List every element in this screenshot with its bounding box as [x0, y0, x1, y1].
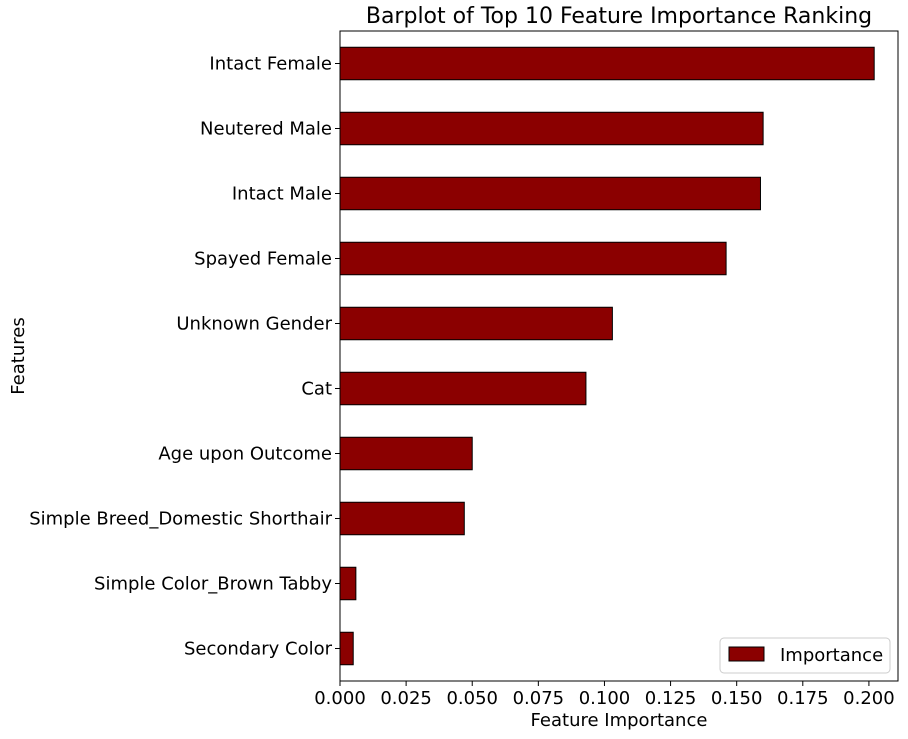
y-tick-label: Unknown Gender: [176, 314, 332, 335]
bars-layer: [339, 46, 875, 666]
y-tick-label: Simple Breed_Domestic Shorthair: [29, 509, 332, 530]
x-axis-label: Feature Importance: [531, 710, 708, 731]
x-tick-label: 0.100: [579, 688, 631, 709]
x-tick-label: 0.125: [645, 688, 697, 709]
legend-swatch: [728, 646, 765, 662]
x-tick-label: 0.025: [380, 688, 432, 709]
y-axis-label: Features: [8, 317, 29, 394]
y-tick-label: Cat: [301, 379, 332, 400]
x-axis: 0.000 0.025 0.050 0.075 0.100 0.125 0.150 0.175…: [314, 681, 895, 709]
bar-intact-female: [339, 46, 875, 81]
bar-secondary-color: [339, 631, 354, 666]
x-tick-label: 0.050: [446, 688, 498, 709]
x-tick-label: 0.075: [513, 688, 565, 709]
bar-neutered-male: [339, 111, 764, 146]
bar-intact-male: [339, 176, 761, 211]
bar-age-upon-outcome: [339, 436, 473, 471]
bar-cat: [339, 371, 587, 406]
y-axis: Intact Female Neutered Male Intact Male Spa…: [29, 54, 340, 660]
y-tick-label: Intact Female: [209, 54, 332, 75]
y-tick-label: Neutered Male: [200, 119, 332, 140]
legend: Importance: [719, 637, 891, 674]
legend-label-importance: Importance: [780, 645, 883, 666]
bar-simple-breed-domestic-shorthair: [339, 501, 465, 536]
bar-spayed-female: [339, 241, 727, 276]
y-tick-label: Simple Color_Brown Tabby: [94, 574, 332, 595]
plot-frame: [339, 30, 899, 682]
bar-simple-color-brown-tabby: [339, 566, 357, 601]
x-tick-label: 0.200: [843, 688, 895, 709]
x-tick-label: 0.000: [314, 688, 366, 709]
chart-title: Barplot of Top 10 Feature Importance Ran…: [366, 4, 872, 29]
y-tick-label: Secondary Color: [184, 639, 333, 660]
x-tick-label: 0.175: [777, 688, 829, 709]
y-tick-label: Intact Male: [232, 184, 332, 205]
bar-unknown-gender: [339, 306, 613, 341]
y-tick-label: Spayed Female: [194, 249, 332, 270]
y-tick-label: Age upon Outcome: [158, 444, 332, 465]
x-tick-label: 0.150: [711, 688, 763, 709]
